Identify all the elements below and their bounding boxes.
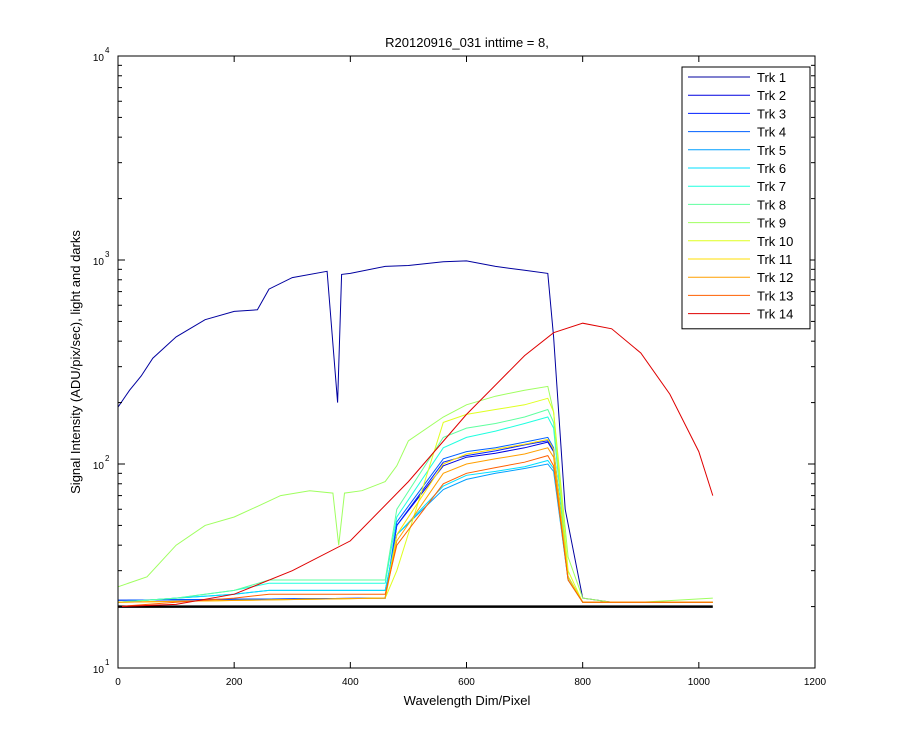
- legend-box: [681, 66, 811, 330]
- legend-label-trk-11: Trk 11: [757, 252, 792, 267]
- legend-label-trk-8: Trk 8: [757, 197, 786, 212]
- x-tick-label: 400: [342, 677, 359, 688]
- series-line-trk-1: [117, 260, 713, 603]
- y-tick-label: 10: [93, 257, 105, 268]
- y-tick-label: 10: [93, 53, 105, 64]
- legend-label-trk-7: Trk 7: [757, 179, 786, 194]
- x-tick-label: 600: [458, 677, 475, 688]
- y-tick-label: 10: [93, 665, 105, 676]
- x-tick-label: 1000: [688, 677, 711, 688]
- y-tick-exponent: 1: [105, 658, 110, 667]
- legend-label-trk-10: Trk 10: [757, 234, 793, 249]
- y-tick-exponent: 3: [105, 250, 110, 259]
- series-line-trk-9: [117, 385, 713, 603]
- legend-label-trk-2: Trk 2: [757, 88, 786, 103]
- legend-label-trk-12: Trk 12: [757, 270, 793, 285]
- y-axis-label: Signal Intensity (ADU/pix/sec), light an…: [68, 230, 83, 494]
- x-axis-label: Wavelength Dim/Pixel: [404, 693, 531, 708]
- series-line-trk-14: [117, 322, 714, 608]
- legend-label-trk-14: Trk 14: [757, 307, 793, 322]
- y-tick-label: 10: [93, 461, 105, 472]
- legend-label-trk-5: Trk 5: [757, 143, 786, 158]
- series-line-trk-13: [117, 455, 713, 608]
- y-tick-exponent: 2: [105, 454, 110, 463]
- x-tick-label: 200: [226, 677, 243, 688]
- legend-label-trk-3: Trk 3: [757, 106, 786, 121]
- legend-label-trk-1: Trk 1: [757, 70, 786, 85]
- legend-label-trk-4: Trk 4: [757, 125, 786, 140]
- chart-title: R20120916_031 inttime = 8,: [385, 35, 549, 50]
- legend-label-trk-13: Trk 13: [757, 288, 793, 303]
- y-tick-exponent: 4: [105, 46, 110, 55]
- legend-label-trk-6: Trk 6: [757, 161, 786, 176]
- legend-label-trk-9: Trk 9: [757, 216, 786, 231]
- x-tick-label: 0: [115, 677, 121, 688]
- x-tick-label: 1200: [804, 677, 827, 688]
- x-tick-label: 800: [574, 677, 591, 688]
- legend: Trk 1 Trk 2 Trk 3 Trk 4 Trk 5 Trk 6 Trk 7 Trk 8…: [681, 66, 811, 330]
- plot-area: [117, 260, 714, 608]
